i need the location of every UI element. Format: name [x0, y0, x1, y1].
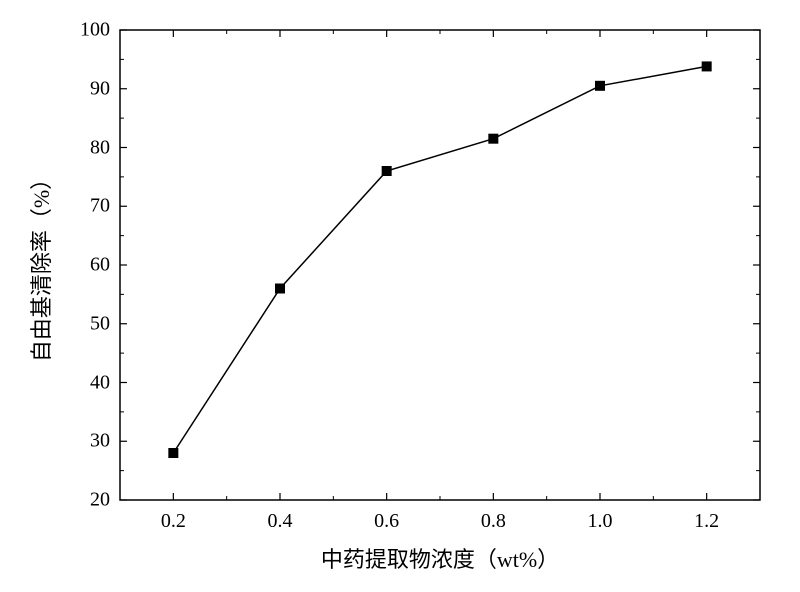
y-tick-label: 20 [60, 489, 110, 512]
x-tick-label: 0.6 [374, 510, 399, 533]
x-tick-label: 1.0 [588, 510, 613, 533]
y-tick-label: 90 [60, 77, 110, 100]
x-tick-label: 0.8 [481, 510, 506, 533]
y-axis-label: 自由基清除率（%） [24, 168, 56, 362]
y-tick-label: 40 [60, 371, 110, 394]
y-tick-label: 70 [60, 195, 110, 218]
y-tick-label: 80 [60, 136, 110, 159]
x-tick-label: 0.4 [268, 510, 293, 533]
y-tick-label: 50 [60, 312, 110, 335]
y-tick-label: 100 [60, 19, 110, 42]
x-tick-label: 0.2 [161, 510, 186, 533]
chart-container: 0.2 0.4 0.6 0.8 1.0 1.2 20 30 40 50 60 70 80 90 100 自由基… [0, 0, 800, 592]
line-chart-svg [0, 0, 800, 592]
x-tick-label: 1.2 [694, 510, 719, 533]
x-axis-label: 中药提取物浓度（wt%） [321, 542, 559, 574]
y-tick-label: 60 [60, 254, 110, 277]
y-tick-label: 30 [60, 430, 110, 453]
